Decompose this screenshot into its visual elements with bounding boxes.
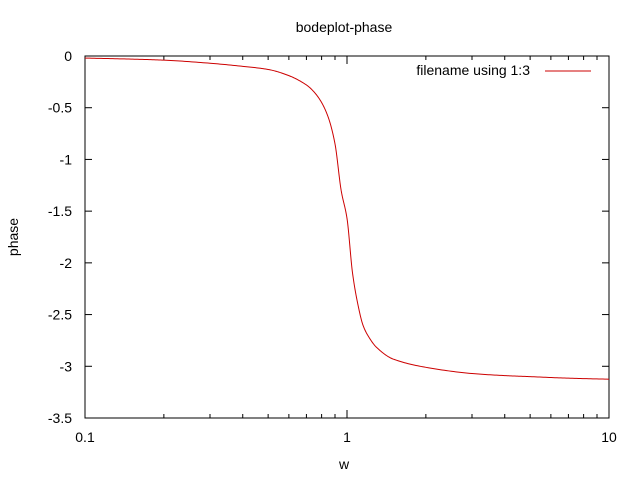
y-tick-label: -1 [60, 151, 73, 167]
y-tick-label: -2.5 [48, 307, 72, 323]
x-tick-label: 10 [601, 429, 617, 445]
axes: 0 -0.5 -1 -1.5 -2 -2.5 -3 -3.50.1 1 10 [48, 48, 617, 445]
y-tick-label: -3.5 [48, 410, 72, 426]
plot-area-frame [84, 55, 610, 419]
legend-label: filename using 1:3 [416, 62, 530, 78]
series-line [84, 57, 610, 380]
chart-title: bodeplot-phase [296, 19, 393, 35]
y-tick-label: 0 [64, 48, 72, 64]
series-layer [84, 57, 610, 380]
x-tick-label: 1 [343, 429, 351, 445]
y-tick-label: -2 [60, 255, 73, 271]
y-tick-label: -3 [60, 358, 73, 374]
x-axis-label: w [338, 456, 350, 472]
x-tick-label: 0.1 [75, 429, 95, 445]
legend: filename using 1:3 [416, 62, 591, 78]
y-tick-label: -1.5 [48, 203, 72, 219]
y-tick-label: -0.5 [48, 100, 72, 116]
y-axis-label: phase [5, 218, 21, 256]
